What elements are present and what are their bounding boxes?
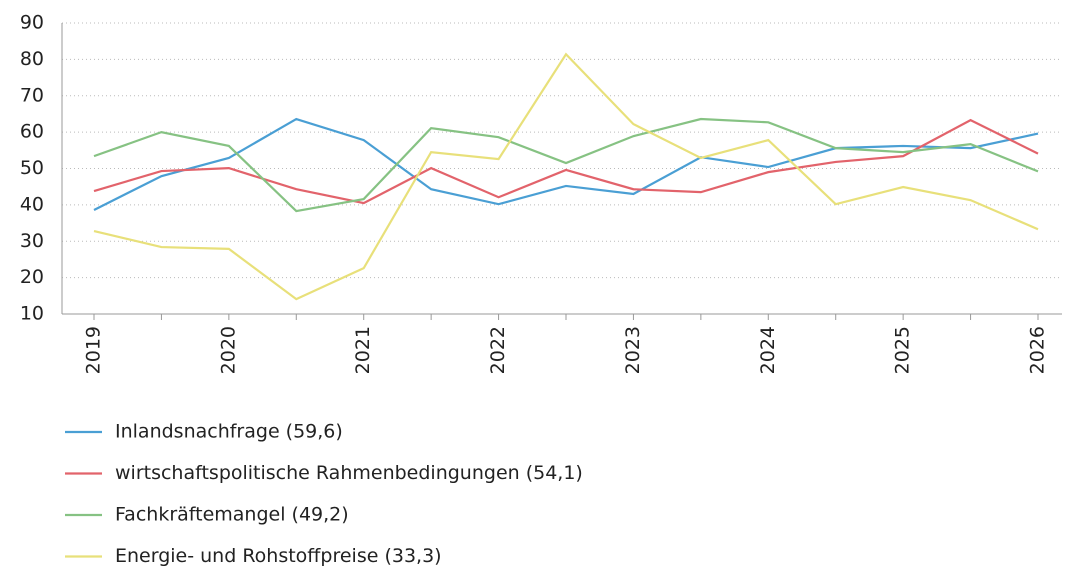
- y-tick-label: 30: [20, 230, 44, 252]
- legend-label: wirtschaftspolitische Rahmenbedingungen …: [115, 462, 583, 484]
- series-line: [93, 117, 1039, 211]
- legend-label: Energie- und Rohstoffpreise (33,3): [115, 545, 442, 567]
- series-line: [93, 118, 1039, 205]
- x-tick-label: 2023: [622, 326, 644, 374]
- y-tick-label: 20: [20, 266, 44, 288]
- legend-label: Inlandsnachfrage (59,6): [115, 421, 343, 443]
- y-tick-label: 70: [20, 84, 44, 106]
- x-tick-label: 2022: [487, 326, 509, 374]
- y-tick-label: 50: [20, 157, 44, 179]
- x-tick-label: 2025: [892, 326, 914, 374]
- legend-label: Fachkräftemangel (49,2): [115, 504, 349, 526]
- x-tick-label: 2021: [352, 326, 374, 374]
- x-tick-label: 2019: [83, 326, 105, 374]
- series-line: [93, 52, 1039, 301]
- y-tick-label: 80: [20, 48, 44, 70]
- series-line: [93, 117, 1039, 213]
- y-tick-label: 90: [20, 12, 44, 34]
- y-tick-label: 60: [20, 121, 44, 143]
- x-tick-label: 2024: [757, 326, 779, 374]
- y-tick-label: 40: [20, 193, 44, 215]
- x-tick-label: 2026: [1027, 326, 1049, 374]
- x-tick-label: 2020: [217, 326, 239, 374]
- y-tick-label: 10: [20, 303, 44, 325]
